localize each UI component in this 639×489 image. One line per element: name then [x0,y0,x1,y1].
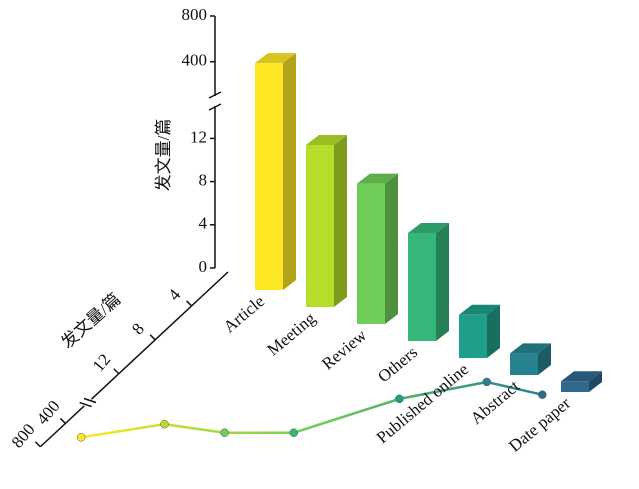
z-tick [34,441,41,448]
bar [357,173,398,324]
bar [408,223,449,341]
y-tick-label: 4 [199,214,208,233]
z-tick [113,368,120,375]
bar-side [334,135,347,307]
bar-side [436,223,449,341]
bar-top [510,343,551,354]
line-point [482,377,492,387]
z-tick-label: 4 [164,285,184,304]
bar-side [385,173,398,324]
bar-top [306,135,347,145]
axis-break [208,103,222,111]
x-tick-label: Meeting [263,308,319,359]
z-axis-line [90,271,229,400]
x-tick-label: Review [318,325,371,373]
bar-front [510,353,538,375]
z-tick-label: 8 [128,319,148,338]
x-tick-label: Others [374,343,421,387]
z-tick [186,300,193,307]
bar-top [408,223,449,233]
line-point [395,394,404,404]
bar [510,343,551,375]
bar [306,135,347,307]
bar-top [255,53,296,64]
bar-front [255,63,283,291]
line-point [538,390,547,399]
bar-side [589,371,602,392]
axis-break [79,401,92,408]
x-tick-label: Article [220,292,268,337]
bar-front [561,381,589,392]
y-tick-label: 800 [182,5,208,24]
bar-top [357,173,398,184]
z-tick-label: 800 [8,420,39,452]
bar-front [459,314,487,358]
x-tick-label: Date paper [505,393,574,455]
bar-side [538,343,551,375]
y-axis-label: 发文量/篇 [154,119,173,192]
z-tick [59,417,66,424]
y-tick-label: 8 [199,171,208,190]
z-tick [149,334,156,341]
bar [459,304,500,358]
line-point [289,428,299,437]
bar [561,371,602,392]
bar [255,53,296,291]
bar-top [561,371,602,382]
y-tick-label: 400 [182,51,208,70]
bar-side [283,53,296,291]
bar-side [487,304,500,358]
line-point [160,419,169,429]
bar-top [459,304,500,315]
bar-front [306,145,334,307]
line-point [220,428,229,437]
y-tick-label: 0 [199,257,208,276]
z-axis-line [39,405,85,448]
bar-front [357,183,385,324]
z-tick-label: 12 [89,350,114,375]
z-tick-label: 400 [33,397,64,429]
bar-front [408,233,436,341]
line-point [76,433,86,442]
axis-break [83,397,97,404]
axis-break [208,91,222,99]
z-axis-label: 发文量/篇 [58,289,125,352]
y-tick-label: 12 [190,127,207,146]
